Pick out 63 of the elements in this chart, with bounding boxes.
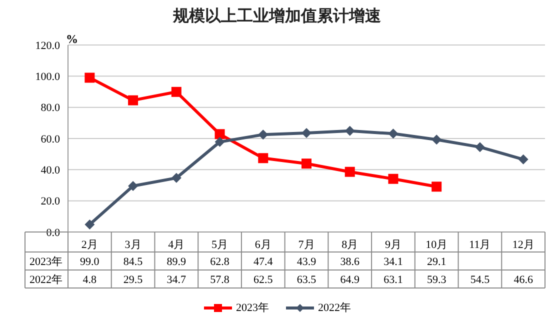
point (432, 134, 442, 145)
y-tick-label: 80.0 (40, 102, 60, 114)
y-tick-label: 40.0 (40, 164, 60, 177)
data-label: 57.8 (210, 274, 230, 286)
y-tick-label: 120.0 (35, 40, 60, 52)
data-label: 59.3 (426, 274, 447, 286)
point (128, 181, 138, 192)
x-tick-label: 3月 (124, 238, 142, 251)
data-label: 46.6 (514, 274, 534, 286)
y-tick-label: 20.0 (40, 196, 60, 208)
x-tick-label: 8月 (342, 238, 358, 251)
data-label: 34.1 (384, 256, 403, 268)
point (518, 154, 528, 164)
x-tick-label: 6月 (254, 238, 272, 251)
data-label: 38.6 (340, 256, 360, 268)
text: 2023年 (30, 256, 62, 268)
point (432, 182, 442, 192)
data-label: 29.5 (123, 274, 144, 286)
x-tick-label: 9月 (384, 238, 402, 251)
point (214, 129, 225, 140)
legend-label: 2023年 (236, 301, 269, 315)
point (302, 128, 312, 138)
x-tick-label: 4月 (168, 238, 185, 251)
point (84, 220, 95, 230)
data-label: 89.9 (166, 256, 187, 268)
data-label: 34.7 (166, 274, 187, 286)
point (344, 126, 355, 136)
data-label: 63.5 (296, 274, 317, 286)
data-label: 54.5 (470, 274, 490, 286)
point (388, 128, 398, 139)
y-tick-label: 100.0 (35, 71, 60, 84)
data-label: 47.4 (254, 256, 274, 268)
y-tick-label: 60.0 (40, 133, 60, 146)
y-axis-title: % (66, 32, 78, 47)
point (344, 166, 355, 177)
point (171, 172, 182, 183)
point (128, 95, 138, 106)
x-tick-label: 10月 (426, 238, 448, 251)
point (474, 142, 485, 152)
data-label: 62.8 (210, 256, 230, 268)
point (171, 86, 182, 97)
data-label: 4.8 (82, 274, 98, 286)
x-tick-label: 2月 (81, 238, 98, 251)
data-label: 63.1 (384, 274, 403, 286)
data-label: 43.9 (296, 256, 317, 268)
legend-label: 2022年 (318, 301, 351, 315)
point (214, 136, 225, 147)
data-label: 29.1 (426, 256, 446, 268)
data-label: 62.5 (254, 274, 274, 286)
x-tick-label: 11月 (469, 238, 491, 251)
chart-title: 规模以上工业增加值累计增速 (172, 6, 382, 27)
point (258, 130, 268, 140)
text: 2022年 (30, 274, 62, 286)
data-label: 99.0 (80, 256, 100, 268)
data-label: 64.9 (340, 274, 360, 286)
point (84, 72, 95, 83)
data-label: 84.5 (123, 256, 144, 268)
point (302, 158, 312, 169)
x-tick-label: 5月 (212, 238, 228, 251)
point (258, 153, 268, 164)
x-tick-label: 7月 (298, 238, 315, 251)
x-tick-label: 12月 (512, 238, 534, 251)
point (388, 174, 398, 184)
